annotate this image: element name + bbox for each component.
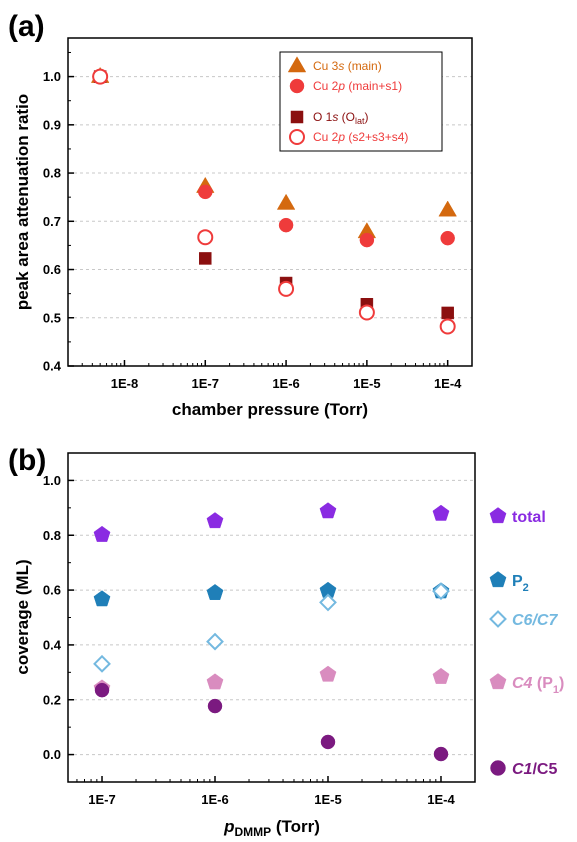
- data-point-cu-2p-s2-s3-s4: [358, 304, 375, 321]
- x-tick-label: 1E-6: [201, 792, 228, 807]
- data-point-c1-c5: [207, 698, 223, 714]
- legend-label-c4-p1: C4 (P1): [512, 675, 564, 696]
- panel-b-plot-frame: [67, 452, 476, 783]
- y-tick-label: 1.0: [43, 69, 61, 84]
- legend-label-c6-c7: C6/C7: [512, 612, 558, 629]
- panel-a-legend-box: [279, 51, 443, 152]
- x-tick-label: 1E-4: [434, 376, 462, 391]
- panel-a-marks: [90, 66, 457, 335]
- legend-label-cu-2p-main-s1: Cu 2p (main+s1): [313, 79, 402, 93]
- panel-b-ticks: 0.0 0.2 0.4 0.6 0.8 1.0 1E-7 1E-6 1E-5 1E-4: [43, 473, 456, 807]
- panel-a-legend: Cu 3s (main) Cu 2p (main+s1) O 1s (Olat) Cu…: [287, 56, 408, 145]
- data-point-c6-c7: [93, 654, 111, 673]
- y-tick-label: 0.8: [43, 528, 61, 543]
- panel-a: (a) 0.4 0.5 0.6 0.7 0.8 0.9 1.0 1E-8 1E-7 1E-6 1E-…: [8, 10, 473, 419]
- data-point-cu-3s-main: [438, 200, 457, 217]
- data-point-c6-c7: [206, 632, 224, 651]
- x-tick-label: 1E-5: [353, 376, 380, 391]
- y-tick-label: 0.4: [43, 359, 62, 374]
- x-tick-label: 1E-8: [111, 376, 138, 391]
- panel-a-ticks: 0.4 0.5 0.6 0.7 0.8 0.9 1.0 1E-8 1E-7 1E-6 1E-5 1E-…: [43, 51, 462, 391]
- data-point-o-1s-o-lat: [441, 306, 454, 320]
- data-point-cu-3s-main: [276, 193, 296, 210]
- panel-b-x-axis-title: pDMMP (Torr): [223, 817, 320, 839]
- x-tick-label: 1E-6: [272, 376, 299, 391]
- data-point-cu-2p-main-s1: [440, 230, 455, 246]
- panel-a-label: (a): [8, 10, 45, 43]
- data-point-cu-2p-s2-s3-s4: [439, 318, 456, 335]
- data-point-c6-c7: [432, 582, 450, 601]
- data-point-c4-p1: [432, 667, 450, 684]
- y-tick-label: 0.8: [43, 166, 61, 181]
- y-tick-label: 1.0: [43, 473, 61, 488]
- legend-label-cu-3s-main: Cu 3s (main): [313, 59, 382, 73]
- data-point-p2: [93, 590, 111, 607]
- y-tick-label: 0.5: [43, 310, 61, 325]
- legend-marker-p2: [489, 571, 507, 588]
- panel-a-x-axis-title: chamber pressure (Torr): [172, 400, 368, 419]
- data-point-total: [432, 504, 450, 521]
- data-point-o-1s-o-lat: [199, 252, 212, 265]
- data-point-c1-c5: [94, 682, 110, 698]
- data-point-cu-2p-main-s1: [198, 184, 213, 200]
- y-tick-label: 0.0: [43, 747, 61, 762]
- panel-b-y-axis-title: coverage (ML): [13, 559, 32, 674]
- data-point-total: [93, 525, 111, 542]
- data-point-total: [206, 512, 224, 529]
- data-point-c4-p1: [206, 673, 224, 690]
- panel-b-marks: [93, 502, 450, 762]
- x-tick-label: 1E-5: [314, 792, 341, 807]
- legend-marker-o-1s-o-lat: [290, 110, 304, 124]
- data-point-c1-c5: [320, 734, 336, 750]
- data-point-c6-c7: [319, 593, 337, 612]
- legend-label-o-1s-o-lat: O 1s (Olat): [313, 110, 369, 126]
- x-tick-label: 1E-4: [427, 792, 455, 807]
- legend-marker-c1-c5: [490, 760, 506, 776]
- panel-b-label: (b): [8, 444, 46, 477]
- data-point-cu-2p-s2-s3-s4: [278, 280, 295, 297]
- legend-marker-c4-p1: [489, 673, 507, 690]
- panel-a-y-axis-title: peak area attenuation ratio: [13, 94, 32, 310]
- y-tick-label: 0.4: [43, 637, 62, 652]
- y-tick-label: 0.7: [43, 214, 61, 229]
- legend-marker-cu-2p-main-s1: [289, 78, 305, 94]
- data-point-cu-2p-s2-s3-s4: [92, 68, 109, 85]
- y-tick-label: 0.2: [43, 692, 61, 707]
- y-tick-label: 0.6: [43, 583, 61, 598]
- data-point-cu-2p-main-s1: [278, 217, 294, 233]
- legend-marker-c6-c7: [489, 610, 507, 628]
- panel-a-plot-frame: [67, 37, 473, 367]
- data-point-total: [319, 502, 337, 519]
- panel-b-legend: total P2 C6/C7 C4 (P1) C1/C5: [489, 507, 564, 778]
- data-point-cu-2p-main-s1: [359, 232, 375, 248]
- x-tick-label: 1E-7: [192, 376, 219, 391]
- y-tick-label: 0.9: [43, 117, 61, 132]
- legend-label-c1-c5: C1/C5: [512, 761, 557, 778]
- legend-label-total: total: [512, 509, 546, 526]
- data-point-p2: [206, 584, 224, 600]
- data-point-cu-2p-s2-s3-s4: [197, 229, 214, 246]
- legend-marker-cu-3s-main: [287, 56, 307, 73]
- legend-marker-cu-2p-s2-s3-s4: [289, 129, 305, 145]
- panel-b: (b) 0.0 0.2 0.4 0.6 0.8 1.0 1E-7 1E-6 1E-5 1E-4 p…: [8, 444, 564, 839]
- data-point-c1-c5: [433, 746, 449, 762]
- legend-marker-total: [489, 507, 507, 524]
- x-tick-label: 1E-7: [88, 792, 115, 807]
- y-tick-label: 0.6: [43, 262, 61, 277]
- panel-b-grid: [68, 479, 475, 756]
- legend-label-p2: P2: [512, 573, 529, 594]
- legend-label-cu-2p-s2-s3-s4: Cu 2p (s2+s3+s4): [313, 130, 408, 144]
- data-point-c4-p1: [319, 665, 337, 682]
